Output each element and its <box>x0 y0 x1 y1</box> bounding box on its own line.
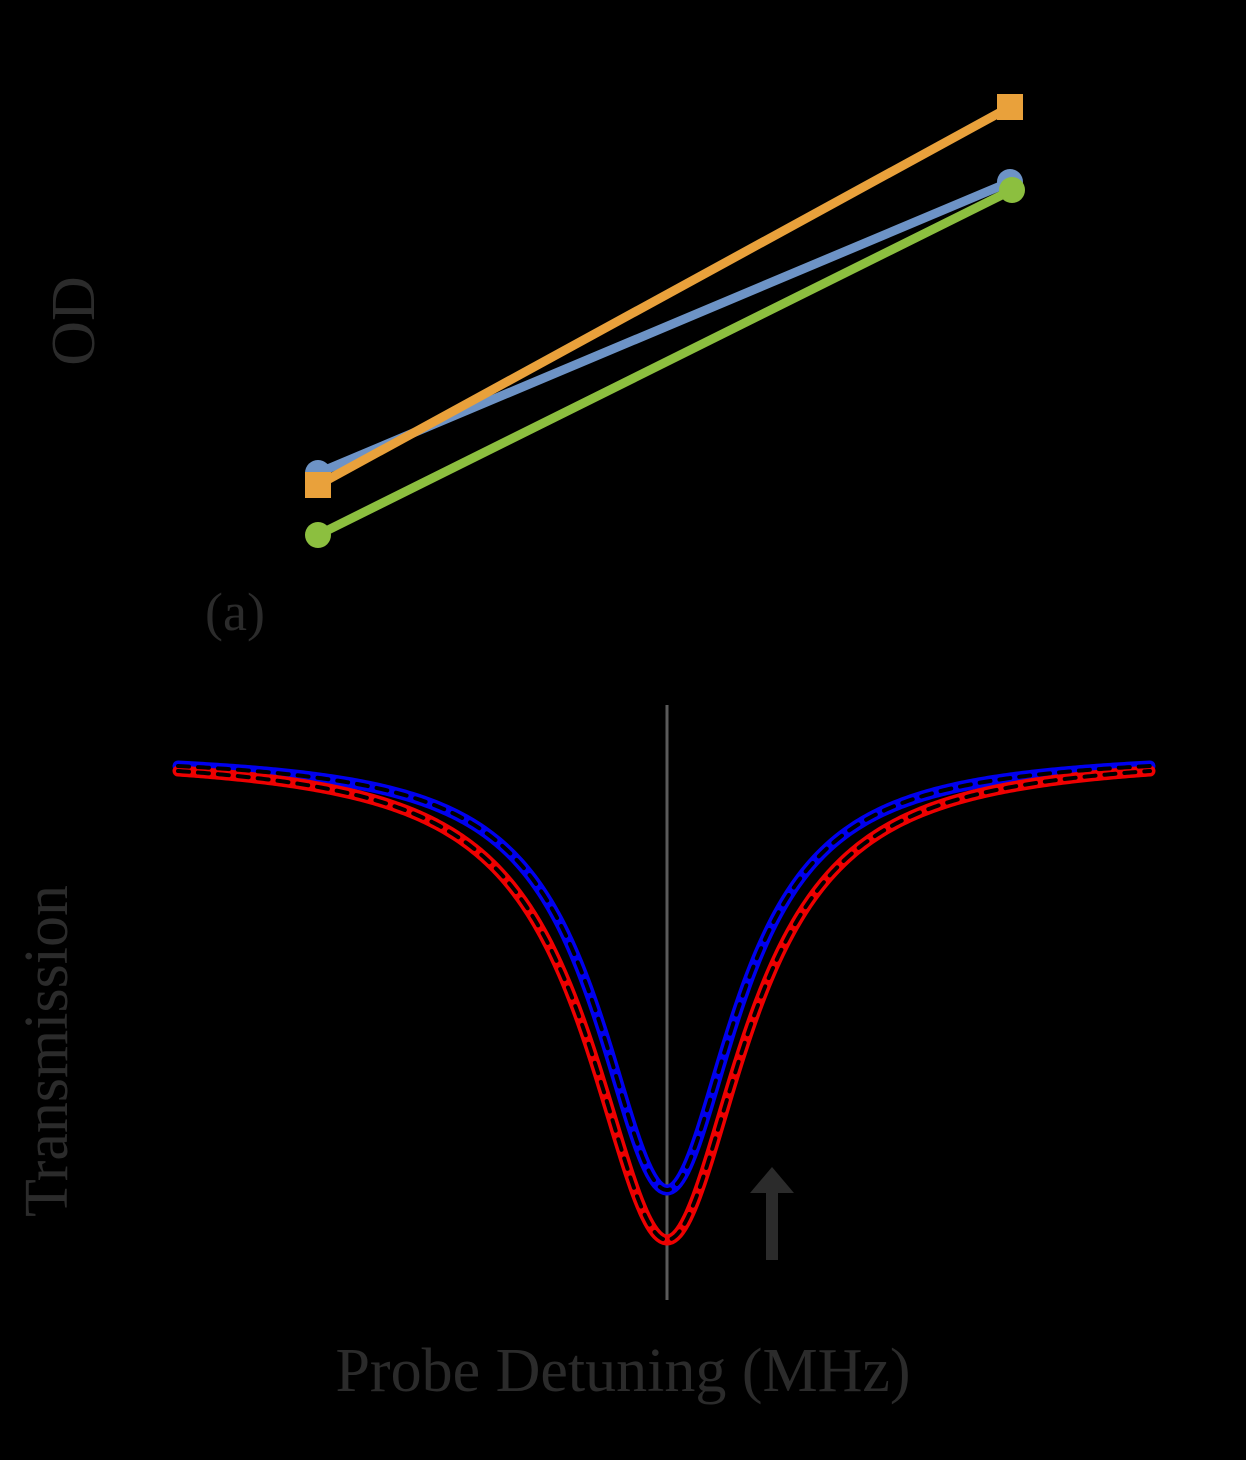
panel-a: OD (a) <box>0 0 1246 680</box>
up-arrow-icon <box>750 1167 794 1260</box>
panel-b-curve-with-rb <box>172 760 1156 1196</box>
panel-b-curve-without-rb <box>172 765 1156 1246</box>
square-marker <box>305 472 331 498</box>
series-line <box>315 103 1013 489</box>
panel-b-x-axis-label: Probe Detuning (MHz) <box>335 1337 911 1405</box>
panel-b: Transmission With Rb Without Rb (b) Prob… <box>0 680 1246 1460</box>
panel-b-curve-with-rb-fit <box>176 764 1152 1192</box>
panel-b-curve-without-rb-fit <box>176 769 1152 1242</box>
panel-a-plot-area <box>305 94 1025 548</box>
panel-a-series-group <box>305 94 1025 548</box>
panel-a-series-blue-series <box>305 169 1023 486</box>
panel-a-series-green-series <box>305 177 1025 548</box>
panel-a-series-orange-series <box>305 94 1023 498</box>
panel-b-series-group <box>172 760 1156 1246</box>
panel-b-plot-area <box>172 705 1156 1300</box>
square-marker <box>997 94 1023 120</box>
panel-a-tag: (a) <box>205 582 265 642</box>
series-line <box>315 185 1015 540</box>
circle-marker <box>305 522 331 548</box>
circle-marker <box>999 177 1025 203</box>
